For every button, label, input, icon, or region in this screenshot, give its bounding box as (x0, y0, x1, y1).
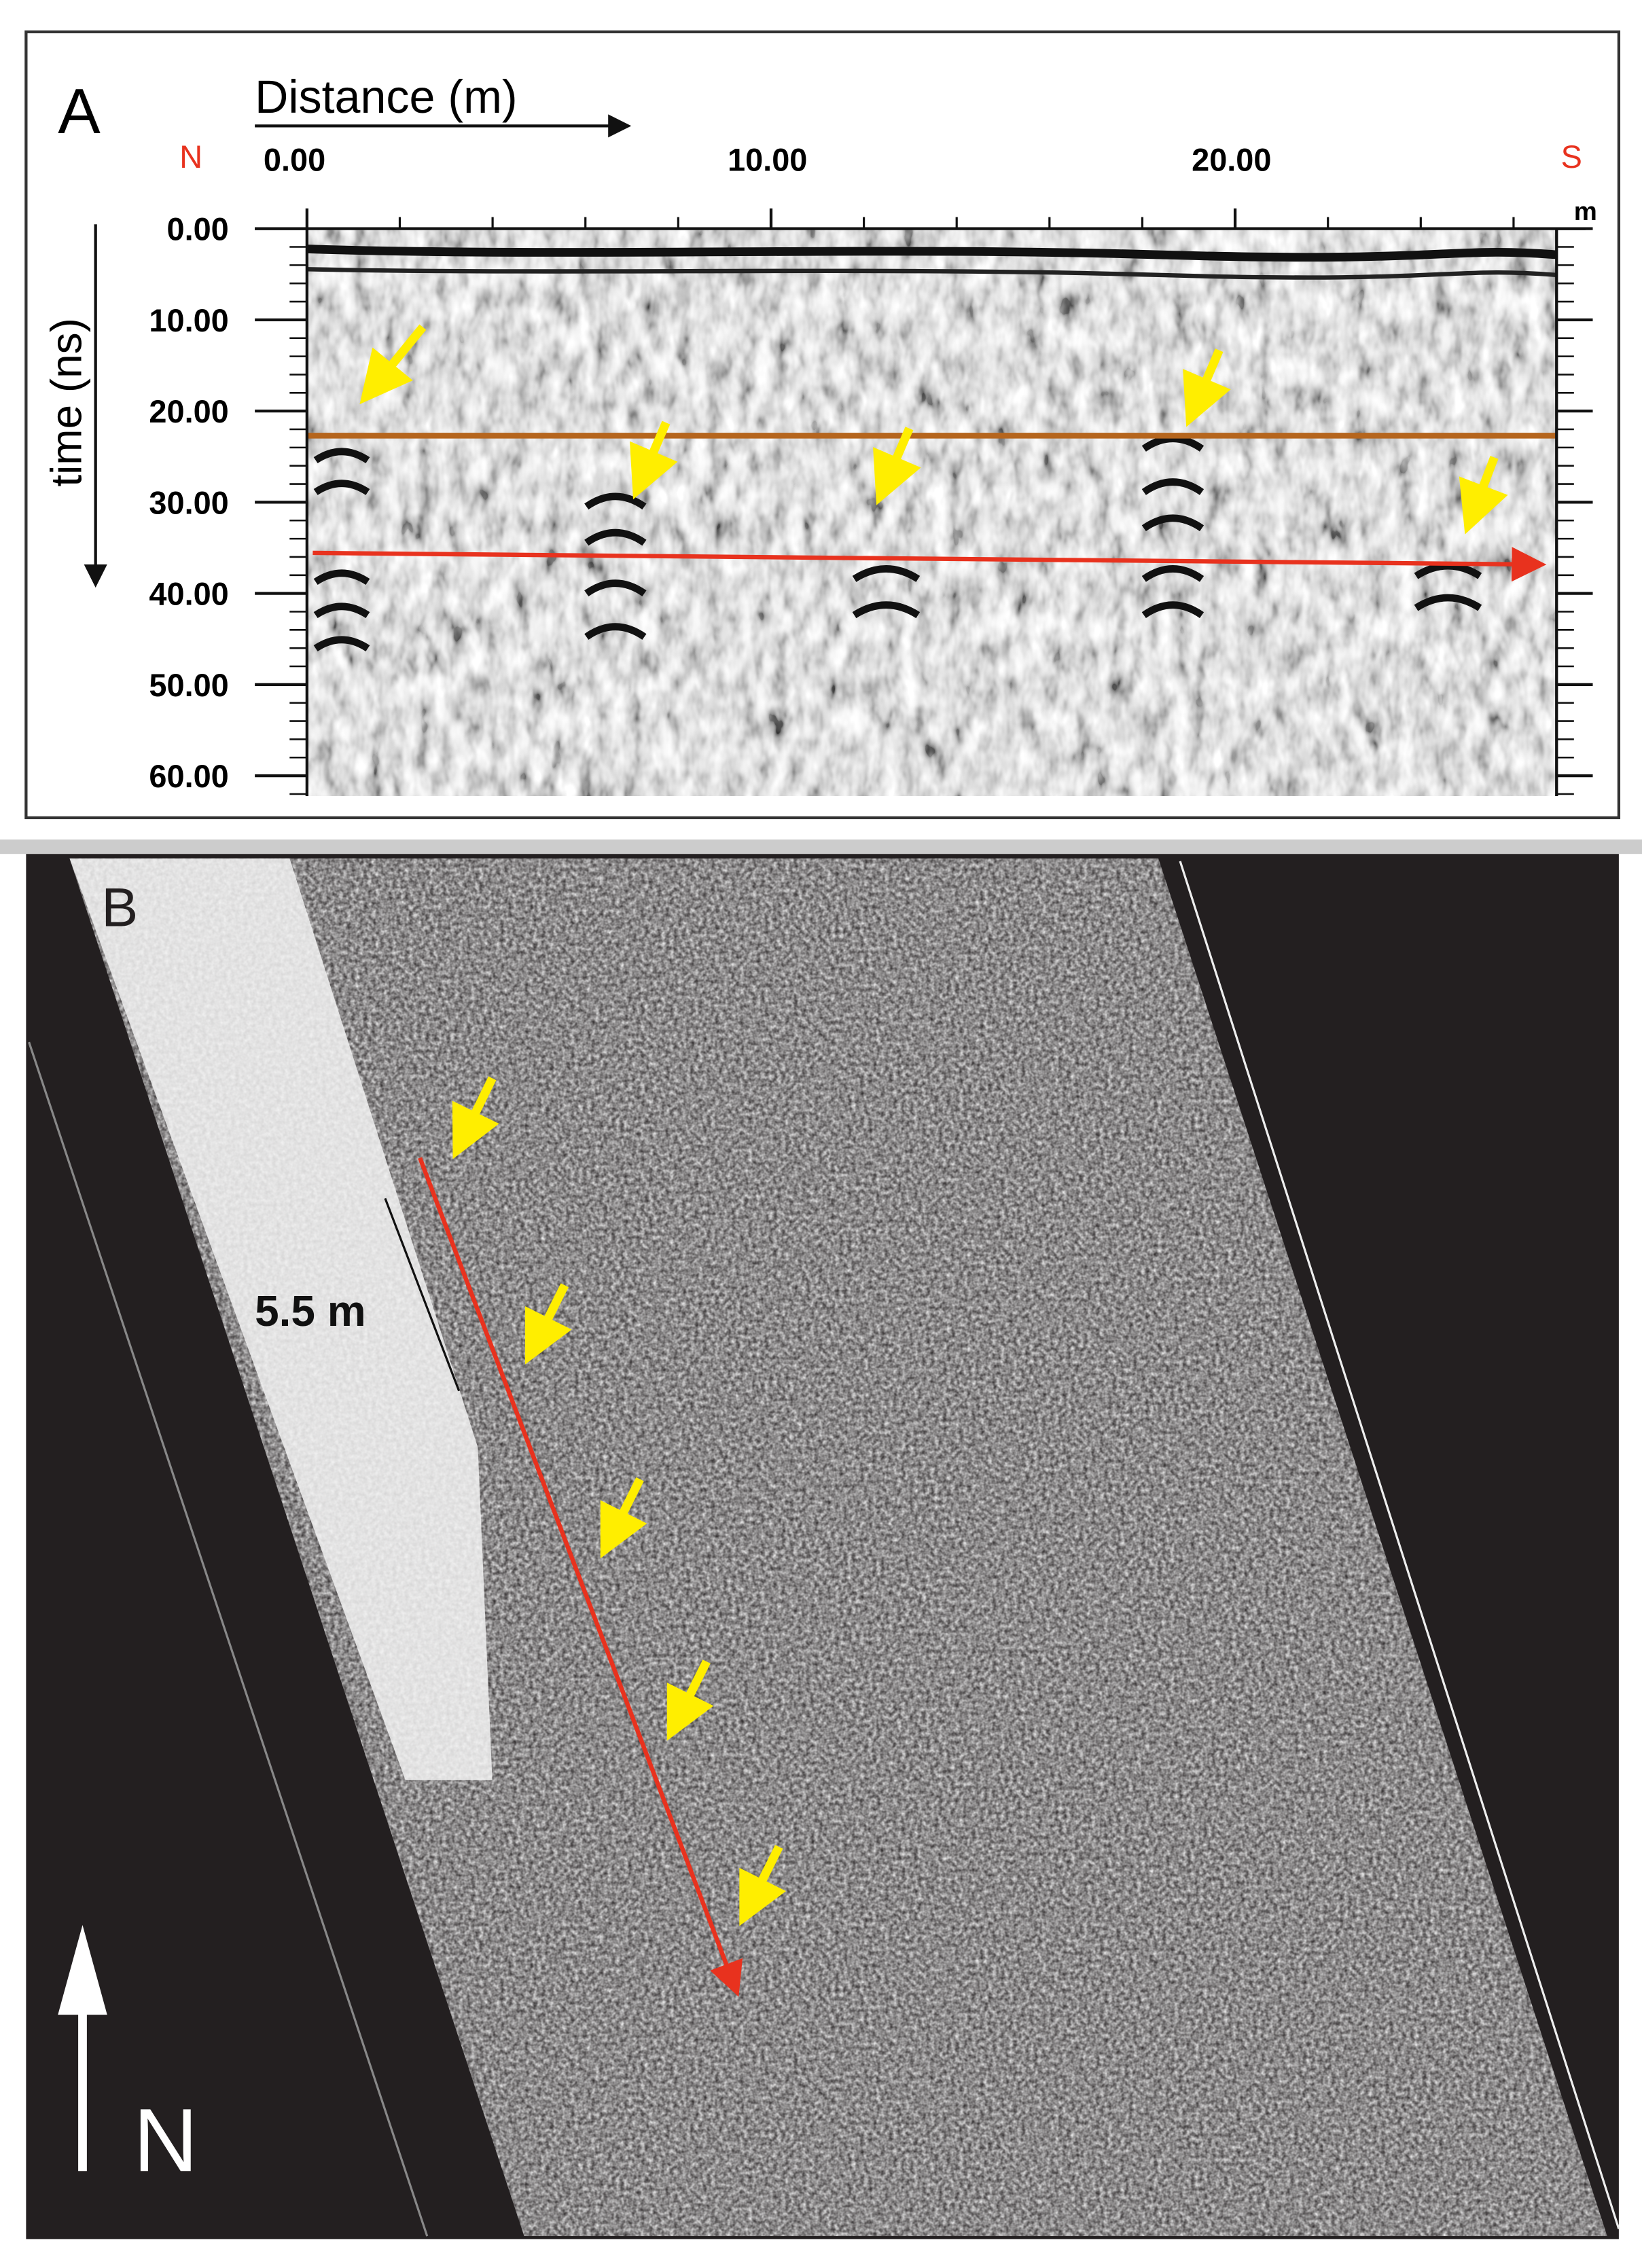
y-tick-label: 60.00 (149, 759, 228, 794)
x-axis-label: Distance (m) (255, 71, 518, 123)
panel-label: B (101, 878, 138, 939)
north-end: N (179, 139, 202, 175)
faded-area (69, 858, 493, 1780)
x-tick-label: 10.00 (728, 142, 807, 177)
yellow-arrows (359, 324, 1508, 535)
y-tick-label: 10.00 (149, 303, 228, 338)
red-arrow (418, 1157, 743, 1997)
reflector (306, 267, 1557, 280)
x-unit: m (1574, 197, 1597, 226)
edge-line (1179, 861, 1620, 2229)
north-label: N (133, 2089, 198, 2190)
y-tick-label: 40.00 (149, 577, 228, 612)
radargram-image (306, 228, 1557, 796)
hyperbolas (313, 435, 1482, 652)
x-tick-label: 0.00 (264, 142, 325, 177)
scale-bar (384, 1198, 461, 1392)
scale-label: 5.5 m (255, 1286, 365, 1335)
y-tick-label: 50.00 (149, 668, 228, 703)
edge-line (28, 1041, 429, 2237)
y-tick-label: 0.00 (167, 212, 229, 247)
north-arrowhead (58, 1924, 107, 2015)
radargram (306, 228, 1557, 796)
red-arrow (313, 547, 1547, 582)
panel-label: A (58, 75, 101, 147)
y-tick-label: 30.00 (149, 485, 228, 520)
reflector (306, 245, 1557, 262)
x-tick-label: 20.00 (1192, 142, 1271, 177)
y-tick-label: 20.00 (149, 394, 228, 429)
separator (0, 839, 1642, 854)
south-end: S (1561, 139, 1582, 175)
yellow-arrows (452, 1076, 786, 1926)
y-axis-label: time (ns) (41, 318, 90, 487)
